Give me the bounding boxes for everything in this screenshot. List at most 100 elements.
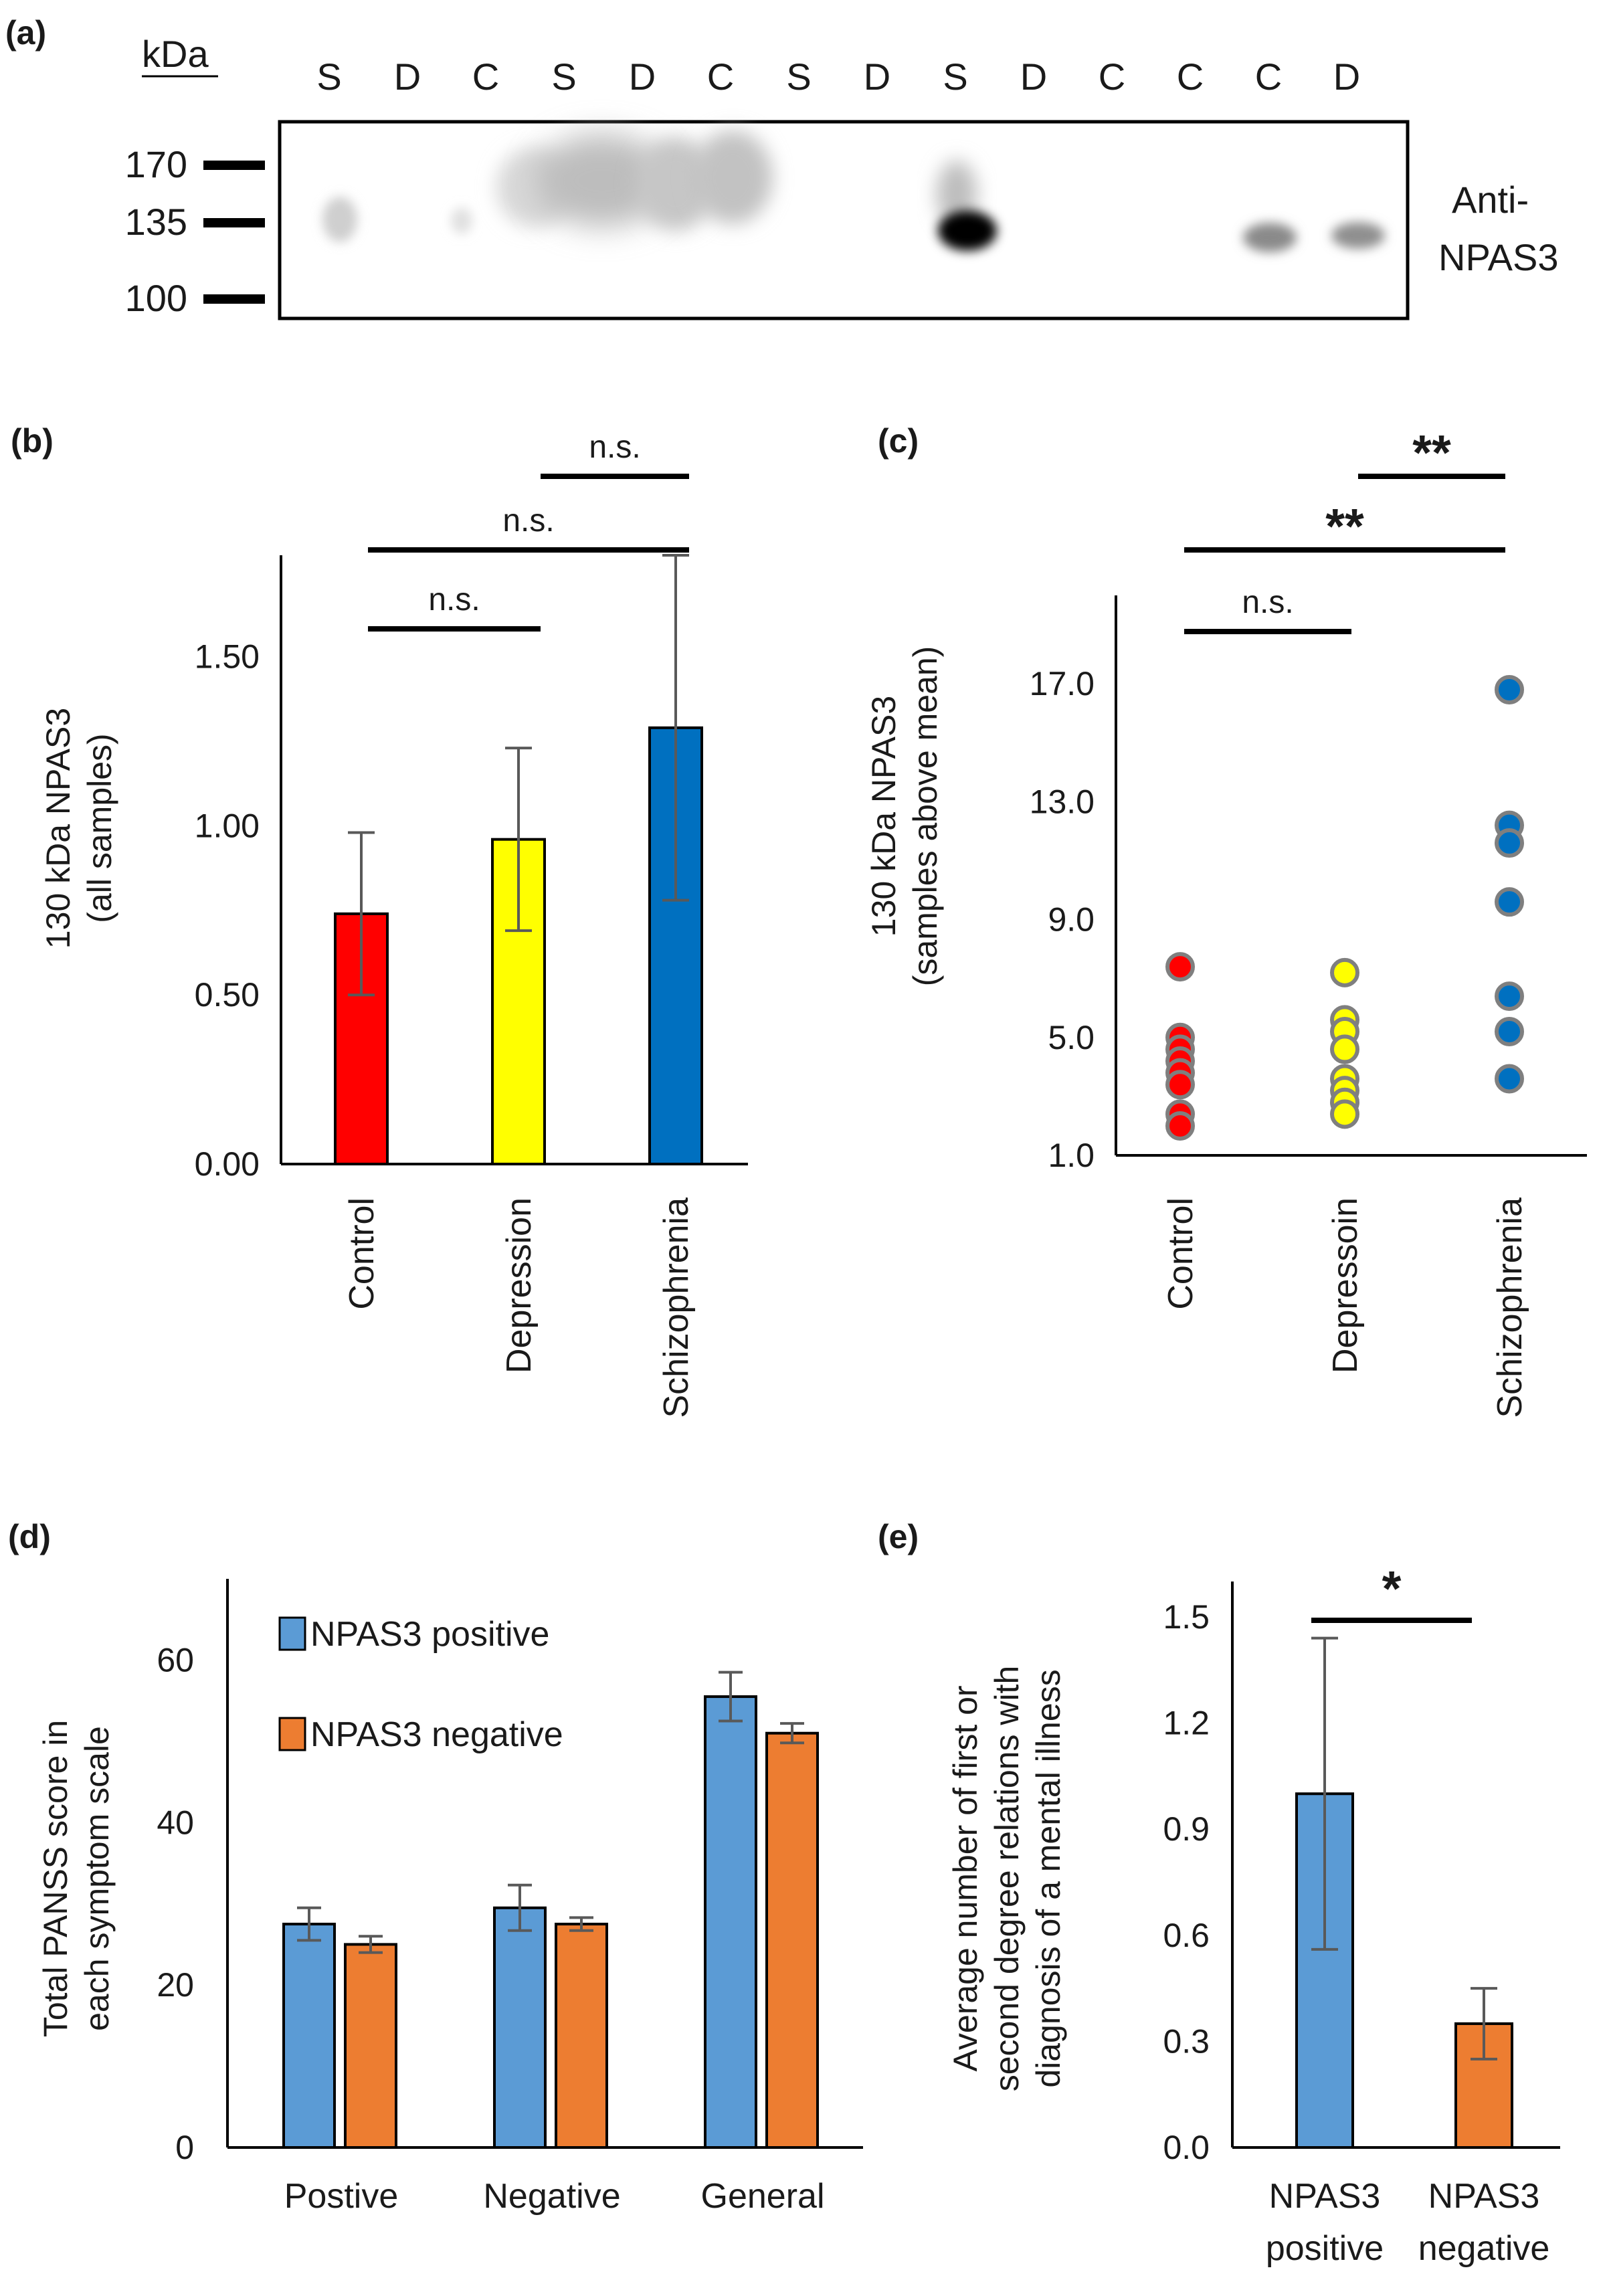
panel-e-category-0-line-0: NPAS3: [1269, 2177, 1381, 2216]
panel-e-sig-label-0: *: [1382, 1561, 1402, 1616]
panel-c-sig-label-0: n.s.: [1242, 585, 1293, 620]
panel-c-point-schizophrenia-4: [1495, 981, 1524, 1012]
panel-c-category-2: Schizophrenia: [1491, 1198, 1529, 1418]
marker-100-label: 100: [125, 277, 187, 319]
panel-e-ytick-5: 1.5: [1163, 1598, 1210, 1636]
blot-membrane: [278, 120, 1410, 320]
lane-label-6: C: [707, 56, 734, 98]
panel-b-sig-label-1: n.s.: [502, 503, 554, 539]
blot-band-lane4: [535, 134, 669, 227]
panel-e-ylabel-line1: Average number of first or: [947, 1685, 984, 2071]
lane-label-1: S: [316, 56, 341, 98]
panel-a-label: (a): [5, 14, 46, 52]
panel-c-point-control-7: [1165, 1111, 1195, 1141]
kda-label: kDa: [142, 33, 209, 75]
panel-c-category-0: Control: [1161, 1198, 1200, 1310]
panel-c-point-control-0: [1165, 952, 1195, 982]
marker-170-label: 170: [125, 143, 187, 185]
panel-c-ytick-0: 1.0: [1048, 1137, 1095, 1174]
blot-band-lane6: [692, 130, 773, 224]
panel-c: (c) 130 kDa NPAS3 (samples above mean) 1…: [865, 422, 1587, 1418]
panel-d-bar-negative-negative: [555, 1923, 608, 2149]
panel-c-ytick-3: 13.0: [1030, 783, 1095, 820]
panel-e-ytick-4: 1.2: [1163, 1705, 1210, 1742]
panel-d-legend-label-0: NPAS3 positive: [310, 1615, 549, 1654]
panel-e-ylabel-line3: diagnosis of a mental illness: [1030, 1669, 1067, 2087]
panel-a: (a) kDa S D C S D C S D S D C C C D 170 135 100 Anti-…: [5, 14, 1558, 320]
panel-b-ytick-1: 0.50: [195, 976, 260, 1014]
panel-b-ylabel-line1: 130 kDa NPAS3: [39, 708, 77, 949]
panel-d-legend-label-1: NPAS3 negative: [310, 1715, 563, 1754]
panel-e-ytick-3: 0.9: [1163, 1810, 1210, 1848]
panel-b-ytick-3: 1.50: [195, 638, 260, 676]
panel-c-category-1: Depressoin: [1326, 1198, 1365, 1373]
panel-c-ytick-4: 17.0: [1030, 665, 1095, 702]
panel-c-point-control-5: [1165, 1070, 1195, 1100]
panel-e-category-1-line-1: negative: [1418, 2229, 1550, 2268]
panel-b-ytick-0: 0.00: [195, 1145, 260, 1183]
blot-band-lane1: [322, 197, 357, 242]
panel-d: (d) Total PANSS score in each symptom sc…: [8, 1518, 863, 2216]
panel-d-bar-positive-general: [704, 1695, 757, 2149]
panel-d-category-1: Negative: [483, 2177, 620, 2216]
marker-170-bar: [203, 161, 265, 170]
panel-b-sig-label-2: n.s.: [589, 429, 640, 465]
panel-c-ytick-2: 9.0: [1048, 901, 1095, 939]
panel-c-ylabel-line1: 130 kDa NPAS3: [865, 696, 903, 937]
lane-label-8: D: [864, 56, 890, 98]
panel-d-bar-negative-general: [765, 1731, 819, 2149]
panel-c-point-depressoin-7: [1330, 1099, 1359, 1129]
panel-e-ytick-1: 0.3: [1163, 2022, 1210, 2060]
lane-label-7: S: [786, 56, 811, 98]
panel-e-ytick-0: 0.0: [1163, 2129, 1210, 2166]
panel-d-legend-swatch-0: [278, 1616, 306, 1651]
lane-label-5: D: [629, 56, 656, 98]
panel-c-point-depressoin-3: [1330, 1034, 1359, 1064]
panel-d-category-0: Postive: [284, 2177, 399, 2216]
panel-b: (b) 130 kDa NPAS3 (all samples) 0.00 0.50…: [11, 422, 748, 1418]
blot-band-lane3: [451, 207, 472, 234]
panel-d-ytick-1: 20: [157, 1966, 194, 2004]
panel-d-ylabel-line1: Total PANSS score in: [37, 1720, 74, 2037]
lane-label-4: S: [551, 56, 576, 98]
lane-label-12: C: [1177, 56, 1204, 98]
panel-d-bar-positive-negative: [493, 1906, 547, 2149]
panel-d-label: (d): [8, 1518, 51, 1555]
lane-label-13: C: [1255, 56, 1282, 98]
blot-band-lane9: [938, 211, 997, 251]
panel-c-point-schizophrenia-5: [1495, 1016, 1524, 1046]
panel-c-label: (c): [878, 422, 919, 460]
panel-e-label: (e): [878, 1518, 919, 1555]
panel-d-bar-positive-postive: [282, 1923, 336, 2149]
lane-label-11: C: [1099, 56, 1125, 98]
panel-c-sig-label-2: **: [1412, 425, 1451, 480]
panel-b-category-0: Control: [343, 1198, 381, 1310]
lane-label-3: C: [472, 56, 499, 98]
marker-135-bar: [203, 218, 265, 227]
panel-b-category-1: Depression: [500, 1198, 539, 1373]
panel-c-point-depressoin-0: [1330, 957, 1359, 987]
panel-d-ytick-0: 0: [175, 2129, 194, 2166]
panel-d-legend-swatch-1: [278, 1717, 306, 1751]
panel-c-point-schizophrenia-6: [1495, 1064, 1524, 1094]
panel-e-category-1-line-0: NPAS3: [1428, 2177, 1540, 2216]
panel-c-point-schizophrenia-0: [1495, 674, 1524, 704]
marker-135-label: 135: [125, 201, 187, 243]
blot-band-lane13: [1243, 223, 1297, 252]
panel-b-label: (b): [11, 422, 54, 460]
panel-c-ylabel-line2: (samples above mean): [907, 646, 944, 987]
antibody-label-line1: Anti-: [1452, 179, 1529, 221]
panel-c-ytick-1: 5.0: [1048, 1019, 1095, 1056]
antibody-label-line2: NPAS3: [1438, 236, 1558, 278]
panel-b-sig-label-0: n.s.: [428, 582, 480, 617]
panel-e-ytick-2: 0.6: [1163, 1917, 1210, 1954]
panel-e: (e) Average number of first or second de…: [878, 1518, 1560, 2268]
blot-band-lane9-halo: [937, 161, 977, 227]
panel-d-ytick-2: 40: [157, 1804, 194, 1841]
lane-label-14: D: [1333, 56, 1360, 98]
panel-d-bar-negative-postive: [344, 1943, 397, 2149]
lane-label-10: D: [1020, 56, 1047, 98]
panel-c-point-schizophrenia-3: [1495, 887, 1524, 917]
panel-d-ylabel-line2: each symptom scale: [78, 1726, 116, 2031]
